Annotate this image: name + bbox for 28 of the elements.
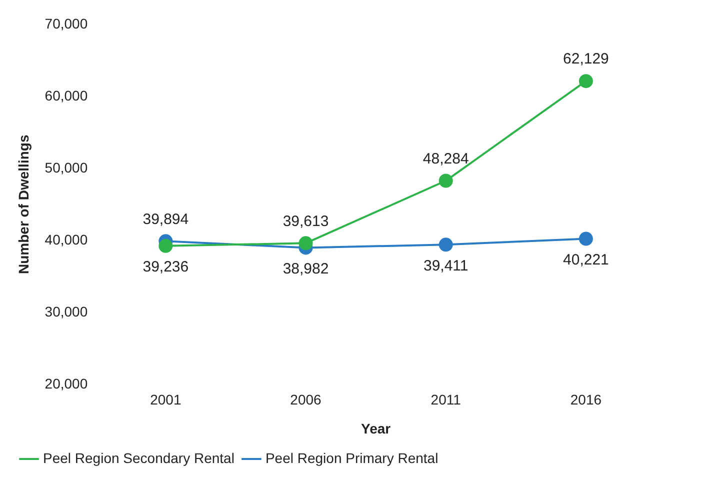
data-label: 39,894: [142, 210, 189, 228]
data-label: 48,284: [422, 150, 469, 168]
point: [578, 232, 593, 246]
point: [578, 74, 593, 88]
y-tick-label: 50,000: [44, 159, 88, 176]
x-tick-label: 2001: [150, 392, 182, 408]
x-tick-label: 2006: [290, 392, 322, 408]
data-label: 40,221: [563, 251, 609, 268]
y-tick-label: 70,000: [44, 15, 88, 32]
point: [158, 238, 173, 253]
x-tick-label: 2011: [430, 392, 462, 408]
data-label: 38,982: [282, 260, 329, 278]
legend-label: Peel Region Primary Rental: [265, 450, 438, 466]
point: [438, 238, 453, 252]
data-label: 39,613: [282, 212, 329, 230]
point: [438, 174, 453, 188]
y-tick-label: 20,000: [44, 375, 88, 392]
data-label: 39,236: [142, 258, 189, 276]
x-tick-label: 2016: [570, 392, 602, 408]
y-tick-label: 60,000: [44, 87, 88, 104]
y-tick-label: 40,000: [44, 231, 88, 248]
y-axis-title: Number of Dwellings: [15, 134, 32, 274]
legend-label: Peel Region Secondary Rental: [43, 450, 234, 466]
data-label: 62,129: [563, 50, 609, 68]
y-tick-label: 30,000: [44, 303, 88, 320]
x-axis-title: Year: [361, 420, 392, 436]
point: [298, 236, 313, 250]
data-label: 39,411: [423, 257, 468, 274]
